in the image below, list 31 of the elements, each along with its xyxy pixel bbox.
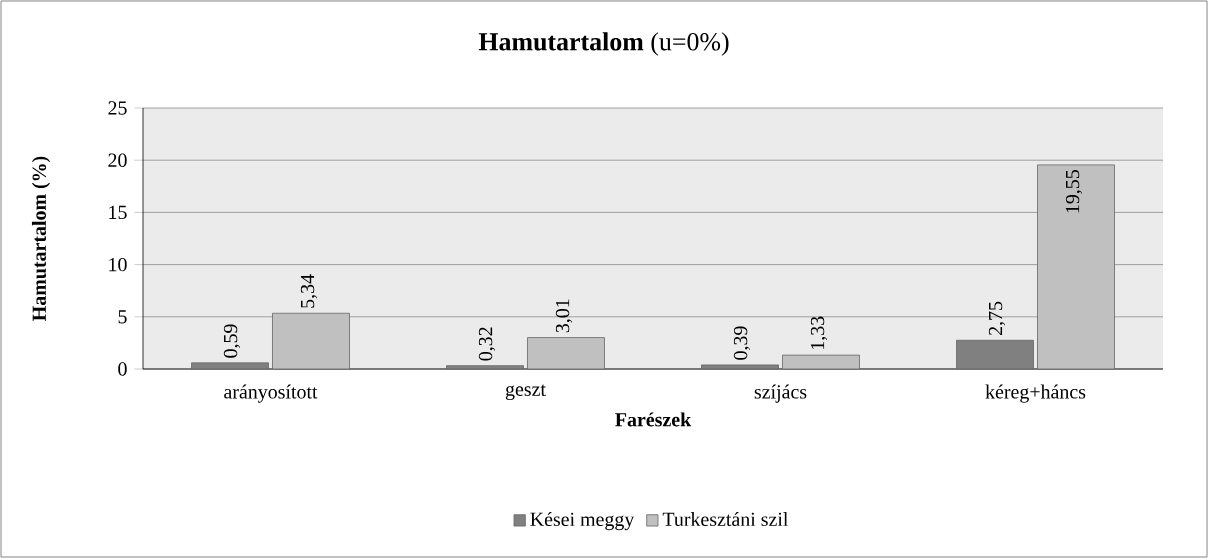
legend-label: Kései meggy [530, 511, 635, 531]
legend-label: Turkesztáni szil [662, 511, 788, 526]
bar [701, 364, 779, 370]
bar [191, 362, 269, 370]
data-label: 5,34 [300, 274, 318, 308]
y-tick-label: 0 [118, 362, 127, 376]
y-tick-label: 20 [108, 153, 127, 167]
chart-title: Hamutartalom (u=0%) [478, 32, 729, 56]
bar [272, 312, 350, 370]
data-label: 2,75 [988, 301, 1006, 336]
data-label: 0,32 [478, 327, 496, 361]
data-label: 0,39 [733, 326, 751, 360]
data-label: 1,33 [810, 316, 828, 349]
data-label: 3,01 [555, 299, 573, 333]
data-label: 19,55 [1065, 170, 1083, 213]
x-tick-label: kéreg+háncs [985, 384, 1086, 403]
x-tick-label: arányosított [224, 384, 318, 403]
y-tick-label: 5 [118, 310, 127, 324]
bar [527, 337, 605, 370]
bar [956, 339, 1034, 370]
bar [782, 354, 860, 370]
x-tick-label: geszt [505, 384, 546, 401]
bar [1037, 164, 1115, 370]
y-tick-label: 10 [109, 257, 127, 272]
y-tick-label: 15 [109, 205, 127, 220]
x-axis-title: Farészek [615, 412, 692, 427]
x-tick-label: szíjács [754, 384, 807, 403]
data-label: 0,59 [223, 324, 241, 358]
bar [446, 365, 524, 370]
y-axis-title: Hamutartalom (%) [31, 156, 51, 321]
y-tick-label: 25 [108, 101, 127, 115]
